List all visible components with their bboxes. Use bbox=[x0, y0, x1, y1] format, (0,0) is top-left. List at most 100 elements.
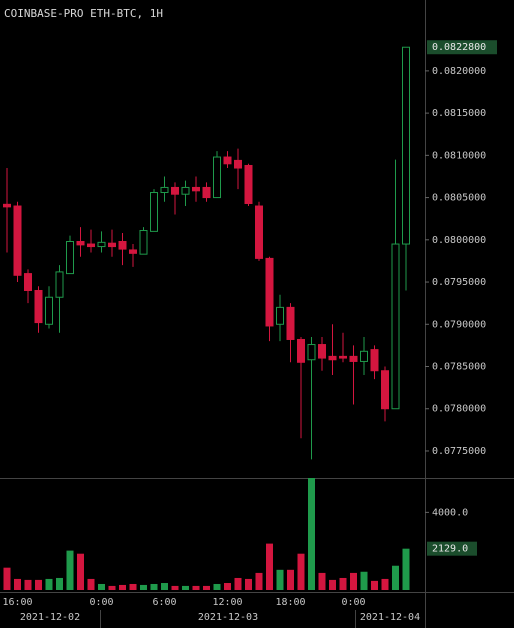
y-tick-label: 4000.0 bbox=[432, 507, 468, 518]
volume-bar bbox=[66, 550, 74, 590]
x-tick-label: 18:00 bbox=[275, 597, 305, 608]
y-tick-label: 0.0775000 bbox=[432, 446, 486, 457]
volume-bar bbox=[140, 584, 147, 590]
last-price-label: 0.0822800 bbox=[432, 42, 486, 53]
last-volume-box bbox=[427, 541, 477, 556]
candle-body bbox=[150, 192, 158, 232]
volume-bar bbox=[171, 585, 179, 590]
y-tick-label: 0.0800000 bbox=[432, 235, 486, 246]
volume-bar bbox=[402, 548, 410, 590]
y-tick-label: 0.0805000 bbox=[432, 193, 486, 204]
candle-body bbox=[223, 156, 232, 165]
candle-body bbox=[265, 257, 274, 327]
volume-bar bbox=[3, 567, 11, 590]
candle-body bbox=[108, 242, 116, 248]
volume-bar bbox=[14, 578, 21, 590]
volume-bar bbox=[392, 565, 399, 590]
candle-body bbox=[97, 241, 106, 248]
candle-body bbox=[276, 306, 284, 325]
candle-body bbox=[391, 243, 400, 410]
volume-bar bbox=[108, 585, 116, 590]
volume-bar bbox=[87, 578, 95, 590]
volume-bar bbox=[77, 553, 84, 590]
volume-bar bbox=[203, 585, 210, 590]
candle-body bbox=[118, 241, 127, 250]
candle-body bbox=[45, 296, 53, 325]
candle-body bbox=[255, 205, 263, 259]
candle-body bbox=[328, 355, 337, 361]
volume-bar bbox=[192, 585, 200, 590]
x-tick-label: 6:00 bbox=[152, 597, 176, 608]
candle-body bbox=[181, 186, 190, 195]
last-price-box bbox=[427, 40, 497, 55]
volume-bar bbox=[276, 569, 284, 590]
date-label: 2021-12-03 bbox=[198, 612, 258, 623]
volume-bar bbox=[245, 578, 252, 590]
volume-bar bbox=[318, 572, 326, 590]
candle-body bbox=[360, 350, 368, 362]
candle-body bbox=[402, 46, 410, 245]
candle-body bbox=[55, 271, 64, 298]
candle-body bbox=[234, 159, 242, 169]
volume-bar bbox=[308, 478, 315, 590]
volume-bar bbox=[287, 569, 294, 590]
y-tick-label: 0.0820000 bbox=[432, 66, 486, 77]
volume-bar bbox=[266, 543, 273, 590]
x-tick-label: 16:00 bbox=[2, 597, 32, 608]
candle-body bbox=[318, 344, 326, 359]
candle-body bbox=[171, 186, 179, 195]
date-label: 2021-12-04 bbox=[360, 612, 420, 623]
candle-body bbox=[307, 344, 316, 361]
volume-bar bbox=[350, 572, 357, 590]
volume-bar bbox=[213, 583, 221, 590]
candle-body bbox=[139, 230, 148, 255]
y-tick-label: 0.0815000 bbox=[432, 108, 486, 119]
candle-body bbox=[129, 249, 137, 254]
candle-body bbox=[213, 156, 221, 199]
volume-bar bbox=[255, 572, 263, 590]
candle-body bbox=[13, 205, 22, 276]
volume-bar bbox=[224, 583, 231, 590]
candle-body bbox=[192, 186, 200, 192]
x-tick-label: 12:00 bbox=[212, 597, 242, 608]
candle-body bbox=[381, 370, 389, 410]
candle-body bbox=[286, 306, 295, 340]
volume-bar bbox=[381, 578, 389, 590]
volume-bar bbox=[329, 579, 336, 590]
volume-bar bbox=[297, 553, 305, 590]
chart-title: COINBASE-PRO ETH-BTC, 1H bbox=[4, 7, 163, 20]
y-tick-label: 0.0810000 bbox=[432, 150, 486, 161]
volume-bar bbox=[150, 583, 158, 590]
volume-bar bbox=[119, 584, 126, 590]
y-tick-label: 0.0795000 bbox=[432, 277, 486, 288]
candle-body bbox=[66, 241, 74, 275]
candle-body bbox=[339, 355, 347, 359]
candle-body bbox=[3, 203, 11, 208]
candle-body bbox=[24, 273, 32, 291]
volume-bar bbox=[234, 577, 242, 590]
candle-body bbox=[160, 186, 169, 194]
volume-bar bbox=[129, 583, 137, 590]
volume-bar bbox=[56, 577, 63, 590]
last-volume-label: 2129.0 bbox=[432, 544, 468, 555]
volume-bar bbox=[371, 580, 378, 590]
candle-body bbox=[297, 338, 305, 363]
candle-body bbox=[76, 241, 85, 246]
volume-bar bbox=[98, 583, 105, 590]
y-tick-label: 0.0780000 bbox=[432, 404, 486, 415]
volume-bar bbox=[161, 583, 168, 590]
y-tick-label: 0.0785000 bbox=[432, 362, 486, 373]
volume-bar bbox=[35, 579, 42, 590]
volume-bar bbox=[339, 577, 347, 590]
date-label: 2021-12-02 bbox=[20, 612, 80, 623]
candle-body bbox=[34, 289, 43, 324]
y-tick-label: 0.0790000 bbox=[432, 319, 486, 330]
volume-bar bbox=[24, 579, 32, 590]
candle-body bbox=[370, 349, 379, 372]
volume-bar bbox=[182, 585, 189, 590]
candle-body bbox=[349, 355, 358, 362]
volume-bar bbox=[45, 578, 53, 590]
x-tick-label: 0:00 bbox=[89, 597, 113, 608]
